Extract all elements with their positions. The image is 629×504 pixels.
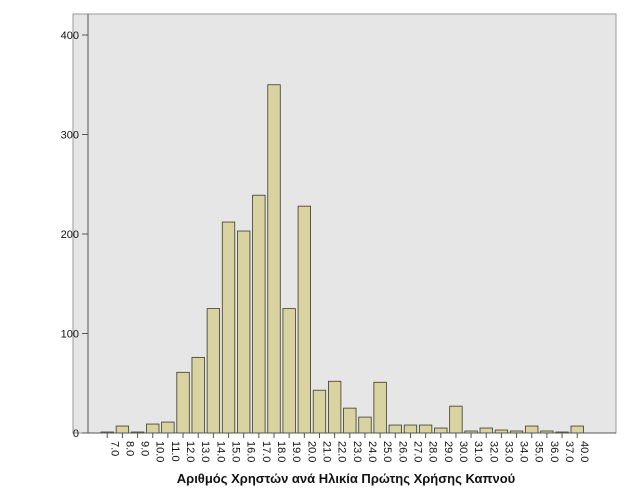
bar-28.0 bbox=[418, 424, 433, 434]
x-tick-label: 24.0 bbox=[366, 441, 378, 462]
x-tick-label: 17.0 bbox=[260, 441, 272, 462]
x-tick-label: 16.0 bbox=[245, 441, 257, 462]
bar-13.0 bbox=[191, 356, 205, 434]
bar-40.0 bbox=[570, 425, 584, 434]
x-tick-label: 28.0 bbox=[427, 441, 439, 462]
bar-17.0 bbox=[252, 194, 266, 434]
y-tick-label: 200 bbox=[61, 229, 79, 241]
bar-27.0 bbox=[403, 424, 418, 434]
x-tick-label: 11.0 bbox=[169, 441, 181, 462]
bar-35.0 bbox=[525, 425, 539, 434]
bar-16.0 bbox=[237, 230, 251, 434]
bar-8.0 bbox=[115, 425, 130, 434]
y-tick-label: 300 bbox=[61, 130, 79, 142]
x-tick-label: 8.0 bbox=[123, 441, 135, 456]
x-tick-label: 15.0 bbox=[230, 441, 242, 462]
x-tick-label: 13.0 bbox=[199, 441, 211, 462]
bars-group bbox=[100, 84, 584, 434]
bar-20.0 bbox=[297, 205, 311, 434]
bar-30.0 bbox=[449, 405, 463, 434]
x-tick-label: 29.0 bbox=[442, 441, 454, 462]
x-tick-label: 20.0 bbox=[305, 441, 317, 462]
x-tick-label: 18.0 bbox=[275, 441, 287, 462]
bar-18.0 bbox=[267, 84, 281, 434]
x-tick-label: 26.0 bbox=[396, 441, 408, 462]
x-tick-label: 25.0 bbox=[381, 441, 393, 462]
x-tick-label: 22.0 bbox=[336, 441, 348, 462]
x-tick-label: 32.0 bbox=[487, 441, 499, 462]
axes-group bbox=[87, 14, 616, 434]
bar-19.0 bbox=[282, 308, 296, 434]
x-tick-label: 7.0 bbox=[108, 441, 120, 456]
x-tick-label: 12.0 bbox=[184, 441, 196, 462]
x-tick-label: 35.0 bbox=[533, 441, 545, 462]
x-axis-label: Αριθμός Χρηστών ανά Ηλικία Πρώτης Χρήσης… bbox=[177, 471, 516, 486]
bar-26.0 bbox=[388, 424, 402, 434]
bar-25.0 bbox=[373, 381, 387, 434]
x-tick-label: 37.0 bbox=[563, 441, 575, 462]
y-tick-label: 0 bbox=[73, 428, 79, 440]
bar-12.0 bbox=[176, 371, 190, 434]
x-tick-label: 31.0 bbox=[472, 441, 484, 462]
bar-29.0 bbox=[434, 427, 448, 434]
y-axis-ticks: 0 100 200 300 400 bbox=[61, 30, 88, 440]
x-axis-ticks: 7.0 8.0 9.0 10.0 11.0 12.0 13.0 14.0 15.0 16.0 17.… bbox=[106, 433, 590, 462]
bar-24.0 bbox=[358, 416, 372, 434]
x-tick-label: 21.0 bbox=[320, 441, 332, 462]
plot-area bbox=[72, 13, 617, 434]
x-tick-label: 36.0 bbox=[548, 441, 560, 462]
x-tick-label: 19.0 bbox=[290, 441, 302, 462]
x-tick-label: 14.0 bbox=[214, 441, 226, 462]
bar-10.0 bbox=[146, 423, 160, 434]
x-tick-label: 23.0 bbox=[351, 441, 363, 462]
bar-23.0 bbox=[343, 407, 357, 434]
bar-32.0 bbox=[479, 427, 493, 434]
bar-15.0 bbox=[221, 221, 236, 434]
y-tick-label: 400 bbox=[61, 30, 79, 42]
x-tick-label: 9.0 bbox=[139, 441, 151, 456]
x-tick-label: 34.0 bbox=[518, 441, 530, 462]
x-tick-label: 27.0 bbox=[411, 441, 423, 462]
x-tick-label: 33.0 bbox=[502, 441, 514, 462]
x-tick-label: 30.0 bbox=[457, 441, 469, 462]
bar-11.0 bbox=[161, 421, 175, 434]
x-tick-label: 40.0 bbox=[578, 441, 590, 462]
x-tick-label: 10.0 bbox=[154, 441, 166, 462]
bar-22.0 bbox=[327, 380, 342, 434]
bar-21.0 bbox=[312, 389, 327, 434]
bar-14.0 bbox=[206, 308, 221, 434]
y-tick-label: 100 bbox=[61, 329, 79, 341]
